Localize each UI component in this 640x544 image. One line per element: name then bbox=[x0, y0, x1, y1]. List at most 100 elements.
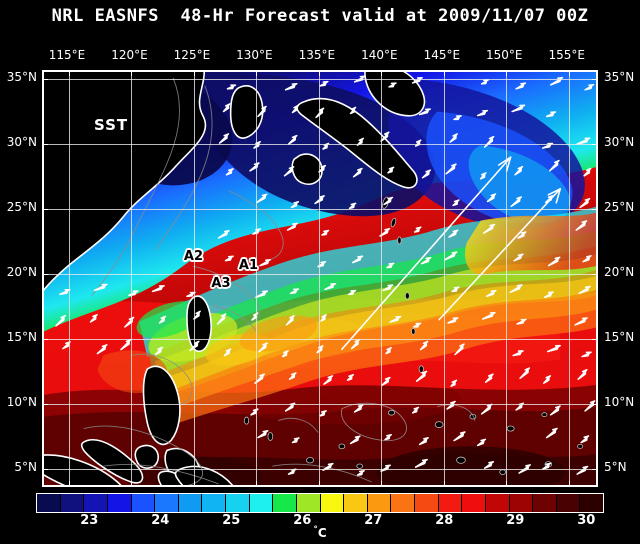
wind-vector-arrow bbox=[512, 350, 524, 357]
wind-vector-arrow bbox=[483, 460, 495, 469]
wind-vector-arrow bbox=[476, 438, 487, 447]
wind-vector-arrow bbox=[413, 226, 422, 233]
colorbar-swatch[interactable] bbox=[202, 494, 226, 512]
wind-vector-arrow bbox=[418, 437, 429, 446]
wind-vector-arrow bbox=[485, 289, 497, 298]
wind-vector-arrow bbox=[223, 348, 232, 357]
wind-vector-arrow bbox=[93, 283, 108, 292]
colorbar-swatch[interactable] bbox=[60, 494, 85, 512]
wind-vector-arrow bbox=[419, 340, 429, 351]
wind-vector-arrow bbox=[514, 165, 524, 176]
wind-vector-arrow bbox=[128, 290, 139, 297]
colorbar-swatch[interactable] bbox=[320, 494, 345, 512]
wind-vector-arrow bbox=[158, 315, 167, 324]
wind-vector-arrow bbox=[353, 404, 364, 413]
map-plot-area[interactable]: A1 A2 A3 SST bbox=[42, 70, 598, 487]
lat-tick-label: 35°N bbox=[604, 69, 635, 84]
wind-vector-arrow bbox=[510, 196, 523, 208]
wind-vector-arrow bbox=[545, 427, 558, 439]
wind-vector-arrow bbox=[480, 78, 490, 85]
wind-vector-arrow bbox=[584, 83, 595, 91]
wind-vector-arrow bbox=[321, 229, 330, 236]
wind-vector-arrow bbox=[450, 379, 458, 387]
degree-symbol: ° bbox=[313, 525, 318, 535]
lat-tick-label: 20°N bbox=[604, 264, 635, 279]
colorbar-swatch[interactable] bbox=[367, 494, 392, 512]
wind-vector-arrow bbox=[577, 368, 588, 380]
wind-vector-arrow bbox=[290, 201, 300, 209]
wind-vector-arrow bbox=[387, 166, 395, 174]
colorbar-swatch[interactable] bbox=[462, 494, 486, 512]
colorbar-tick-label: 24 bbox=[151, 513, 170, 528]
wind-vector-arrow bbox=[281, 350, 289, 358]
celsius-letter: C bbox=[317, 526, 327, 540]
lon-tick-label: 155°E bbox=[548, 48, 586, 62]
lat-tick-label: 25°N bbox=[6, 199, 37, 214]
colorbar-swatch[interactable] bbox=[580, 494, 603, 512]
colorbar-tick-labels: 23 24 25 26 27 28 29 30 bbox=[36, 513, 604, 529]
colorbar-swatch[interactable] bbox=[131, 494, 156, 512]
colorbar[interactable] bbox=[36, 493, 604, 513]
wind-vector-arrow bbox=[154, 346, 164, 356]
wind-vector-arrow bbox=[349, 435, 361, 445]
wind-vector-arrow bbox=[544, 194, 554, 204]
lon-tick-label: 135°E bbox=[298, 48, 336, 62]
wind-vector-arrow bbox=[578, 285, 591, 295]
wind-vector-arrow bbox=[120, 338, 132, 351]
colorbar-swatch[interactable] bbox=[107, 494, 132, 512]
wind-vector-arrow bbox=[253, 140, 261, 149]
colorbar-swatch[interactable] bbox=[37, 494, 61, 512]
colorbar-swatch[interactable] bbox=[415, 494, 439, 512]
colorbar-swatch[interactable] bbox=[533, 494, 557, 512]
wind-vector-arrow bbox=[224, 255, 234, 262]
wind-vector-arrow bbox=[216, 313, 227, 325]
longitude-axis-top: 115°E 120°E 125°E 130°E 135°E 140°E 145°E 150°E… bbox=[42, 48, 598, 64]
wind-vector-arrow bbox=[186, 291, 196, 298]
wind-vector-arrow bbox=[381, 376, 391, 386]
wind-vector-arrow bbox=[62, 341, 71, 350]
colorbar-tick-label: 29 bbox=[506, 513, 525, 528]
wind-vector-arrow bbox=[574, 317, 588, 326]
wind-vector-arrow bbox=[379, 227, 391, 237]
wind-vector-arrow bbox=[323, 375, 334, 385]
colorbar-swatch[interactable] bbox=[249, 494, 274, 512]
lon-tick-label: 120°E bbox=[111, 48, 148, 62]
wind-vector-arrow bbox=[349, 106, 357, 115]
wind-vector-arrow bbox=[225, 168, 234, 176]
colorbar-swatch[interactable] bbox=[344, 494, 368, 512]
wind-vector-arrow bbox=[318, 164, 327, 173]
colorbar-swatch[interactable] bbox=[485, 494, 510, 512]
wind-vector-arrow bbox=[548, 159, 560, 172]
wind-vector-arrow bbox=[583, 167, 592, 177]
wind-vector-arrow bbox=[481, 312, 496, 320]
lat-tick-label: 15°N bbox=[604, 330, 635, 345]
wind-vector-arrow bbox=[289, 288, 300, 295]
wind-vector-arrow bbox=[59, 288, 71, 296]
colorbar-swatch[interactable] bbox=[155, 494, 179, 512]
colorbar-unit-label: °C bbox=[0, 525, 640, 540]
wind-vector-arrow bbox=[255, 290, 269, 299]
colorbar-swatch[interactable] bbox=[178, 494, 203, 512]
colorbar-swatch[interactable] bbox=[226, 494, 250, 512]
lat-tick-label: 25°N bbox=[604, 199, 635, 214]
lat-tick-label: 5°N bbox=[14, 460, 37, 475]
colorbar-swatch[interactable] bbox=[273, 494, 297, 512]
wind-vector-arrow bbox=[453, 115, 462, 121]
colorbar-swatch[interactable] bbox=[391, 494, 415, 512]
wind-vector-arrow bbox=[414, 458, 428, 468]
wind-vector-arrow bbox=[386, 262, 395, 269]
colorbar-swatch[interactable] bbox=[296, 494, 321, 512]
wind-vector-arrow bbox=[287, 134, 298, 145]
colorbar-swatch[interactable] bbox=[556, 494, 581, 512]
wind-vector-arrow bbox=[256, 193, 268, 204]
wind-vector-arrow bbox=[511, 104, 526, 113]
colorbar-swatch[interactable] bbox=[84, 494, 108, 512]
wind-vector-arrow bbox=[420, 256, 432, 265]
wind-vector-arrow bbox=[449, 133, 458, 143]
wind-vector-arrow bbox=[347, 289, 357, 296]
wind-vector-arrow bbox=[418, 108, 431, 116]
colorbar-swatch[interactable] bbox=[438, 494, 463, 512]
wind-vector-arrow bbox=[317, 261, 327, 268]
colorbar-swatch[interactable] bbox=[509, 494, 534, 512]
